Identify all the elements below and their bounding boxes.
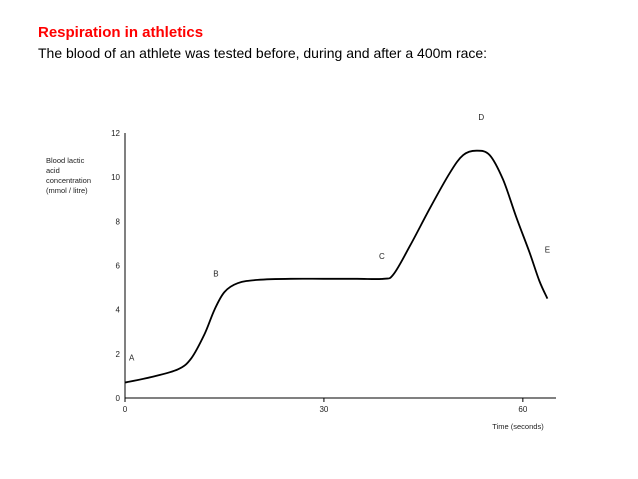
point-label-e: E	[545, 245, 550, 254]
y-tick-label: 2	[116, 350, 121, 359]
y-axis-label: Blood lactic	[46, 156, 85, 165]
x-tick-label: 30	[319, 405, 328, 414]
y-tick-label: 8	[116, 217, 121, 226]
x-tick-label: 60	[518, 405, 527, 414]
page-subtitle: The blood of an athlete was tested befor…	[38, 45, 488, 61]
y-tick-label: 6	[116, 262, 121, 271]
lactic-acid-line	[124, 149, 549, 384]
y-tick-label: 12	[111, 129, 120, 138]
page-title: Respiration in athletics	[38, 24, 204, 41]
y-tick-label: 4	[116, 306, 121, 315]
y-tick-label: 10	[111, 173, 120, 182]
y-tick-label: 0	[116, 394, 121, 403]
point-label-d: D	[478, 113, 484, 122]
point-label-c: C	[379, 252, 385, 261]
point-label-b: B	[213, 270, 218, 279]
y-axis-label: concentration	[46, 176, 91, 185]
x-tick-label: 0	[123, 405, 128, 414]
x-axis-label: Time (seconds)	[492, 422, 544, 431]
y-axis-label: acid	[46, 166, 60, 175]
point-label-a: A	[129, 353, 135, 362]
y-axis-label: (mmol / litre)	[46, 186, 88, 195]
